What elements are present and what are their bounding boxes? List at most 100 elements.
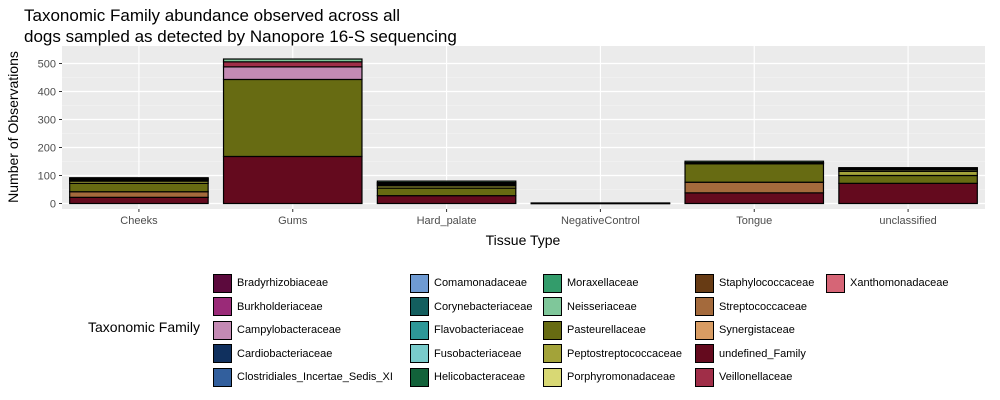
- legend-label: Helicobacteraceae: [434, 371, 526, 383]
- legend-key-swatch: [410, 297, 429, 316]
- bar-segment: [69, 182, 209, 193]
- legend-key-swatch: [695, 273, 714, 293]
- legend-item: Veillonellaceae: [695, 366, 792, 388]
- legend-key-swatch: [695, 297, 714, 316]
- legend-key-swatch: [695, 320, 714, 340]
- bar-segment: [69, 177, 209, 179]
- bar-segment: [376, 180, 517, 184]
- legend-item: Comamonadaceae: [410, 272, 527, 294]
- bar-segment: [838, 167, 978, 169]
- legend-key-swatch: [410, 273, 429, 293]
- y-tick-label: 500: [38, 59, 56, 71]
- bar-segment: [530, 202, 671, 205]
- y-tick-label: 0: [50, 199, 56, 211]
- legend-item: Cardiobacteriaceae: [213, 343, 332, 365]
- x-tick-label: Cheeks: [120, 215, 158, 227]
- legend-key-swatch: [213, 320, 232, 340]
- bar-segment: [69, 196, 209, 205]
- y-axis: 0 100 200 300 400 500: [38, 59, 62, 211]
- legend-label: Peptostreptococcaceae: [567, 347, 682, 360]
- y-axis-label: Number of Observations: [5, 51, 21, 203]
- legend-item: Flavobacteriaceae: [410, 319, 524, 341]
- y-tick-label: 400: [38, 87, 56, 99]
- bar-segment: [838, 182, 978, 205]
- legend-key-swatch: [410, 344, 429, 363]
- x-tick-label: Gums: [278, 215, 308, 227]
- x-tick-label: Tongue: [736, 215, 772, 227]
- bar-segment: [376, 195, 517, 205]
- grid-lines: [62, 46, 985, 209]
- legend-key-swatch: [695, 367, 714, 387]
- legend-key-swatch: [543, 344, 562, 363]
- legend-label: Fusobacteriaceae: [434, 347, 522, 360]
- chart-title: Taxonomic Family abundance observed acro…: [24, 5, 457, 47]
- x-axis-label: Tissue Type: [486, 232, 561, 248]
- x-tick-label: unclassified: [879, 215, 936, 227]
- legend-label: Staphylococcaceae: [719, 277, 815, 289]
- legend-item: Pasteurellaceae: [543, 319, 646, 341]
- bar-segment: [838, 170, 978, 177]
- legend-label: Neisseriaceae: [567, 300, 637, 313]
- legend-label: Comamonadaceae: [434, 277, 527, 289]
- legend-key-swatch: [543, 320, 562, 340]
- bar-chart: 0 100 200 300 400 500 Cheeks Gums Hard_palate Ne…: [5, 46, 985, 248]
- legend-label: Flavobacteriaceae: [434, 324, 524, 336]
- legend-item: Peptostreptococcaceae: [543, 343, 682, 365]
- bar-segment: [222, 78, 363, 158]
- legend-label: Campylobacteraceae: [237, 324, 341, 336]
- bar-segment: [684, 181, 825, 194]
- bar-segment: [684, 163, 825, 183]
- legend-label: Porphyromonadaceae: [567, 371, 676, 383]
- legend-label: Corynebacteriaceae: [434, 300, 533, 313]
- legend-key-swatch: [213, 344, 232, 363]
- legend-key-swatch: [826, 273, 845, 293]
- legend-label: Pasteurellaceae: [567, 324, 646, 336]
- bars: [69, 58, 978, 205]
- legend-item: Moraxellaceae: [543, 272, 639, 294]
- legend-key-swatch: [213, 273, 232, 293]
- legend-item: Helicobacteraceae: [410, 366, 525, 388]
- bar-segment: [69, 191, 209, 198]
- legend-label: Bradyrhizobiaceae: [237, 277, 329, 289]
- plot-panel: [62, 46, 985, 209]
- legend-label: Xanthomonadaceae: [850, 277, 949, 289]
- legend-key-swatch: [410, 320, 429, 340]
- legend-item: Bradyrhizobiaceae: [213, 272, 328, 294]
- legend-label: Veillonellaceae: [719, 371, 793, 383]
- y-tick-label: 300: [38, 115, 56, 127]
- bar-segment: [838, 174, 978, 184]
- bar-segment: [222, 61, 363, 68]
- bar-segment: [684, 160, 825, 164]
- bar-segment: [222, 155, 363, 205]
- legend-item: Synergistaceae: [695, 319, 795, 341]
- legend-key-swatch: [695, 344, 714, 363]
- legend-key-swatch: [543, 273, 562, 293]
- legend-item: Staphylococcaceae: [695, 272, 814, 294]
- legend-item: undefined_Family: [695, 343, 806, 365]
- legend-item: Campylobacteraceae: [213, 319, 341, 341]
- legend-key-swatch: [213, 297, 232, 316]
- legend-key-swatch: [213, 367, 232, 387]
- legend-label: Clostridiales_Incertae_Sedis_XI: [237, 371, 393, 383]
- legend-item: Neisseriaceae: [543, 296, 637, 318]
- legend-label: Streptococcaceae: [719, 300, 808, 313]
- bar-segment: [222, 66, 363, 81]
- legend-key-swatch: [543, 367, 562, 387]
- x-tick-label: Hard_palate: [417, 215, 477, 227]
- legend-item: Clostridiales_Incertae_Sedis_XI: [213, 366, 393, 388]
- legend-label: undefined_Family: [719, 347, 806, 360]
- bar-segment: [376, 187, 517, 197]
- legend-key-swatch: [543, 297, 562, 316]
- legend-item: Corynebacteriaceae: [410, 296, 532, 318]
- legend-item: Xanthomonadaceae: [826, 272, 948, 294]
- legend-title: Taxonomic Family: [88, 319, 201, 335]
- legend-label: Cardiobacteriaceae: [237, 347, 333, 360]
- y-tick-label: 100: [38, 171, 56, 183]
- legend-item: Fusobacteriaceae: [410, 343, 521, 365]
- y-tick-label: 200: [38, 143, 56, 155]
- chart-title-line-2: dogs sampled as detected by Nanopore 16-…: [24, 27, 457, 46]
- x-axis: Cheeks Gums Hard_palate NegativeControl Tong…: [120, 209, 937, 227]
- legend-label: Synergistaceae: [719, 324, 795, 336]
- legend-label: Burkholderiaceae: [237, 300, 323, 313]
- x-tick-label: NegativeControl: [561, 215, 640, 227]
